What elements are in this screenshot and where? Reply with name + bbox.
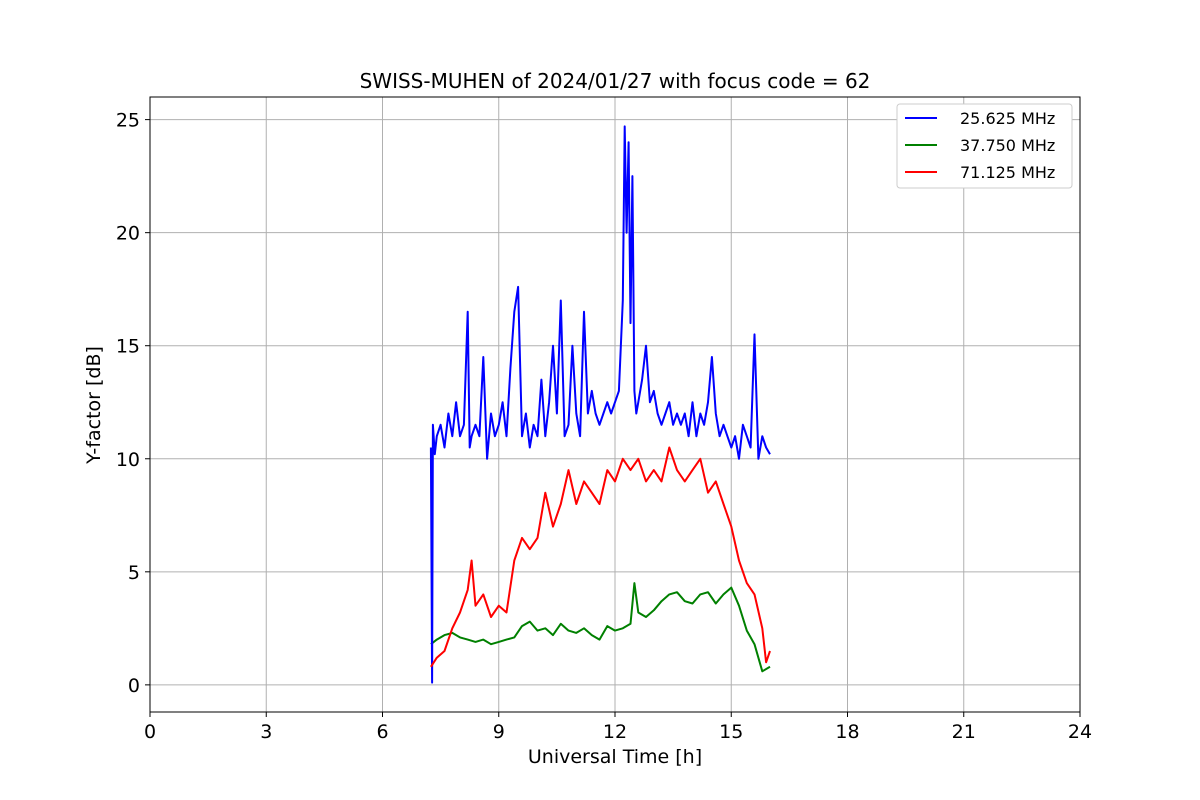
- y-tick-label: 10: [116, 449, 140, 471]
- legend: 25.625 MHz 37.750 MHz 71.125 MHz: [896, 103, 1073, 189]
- x-tick-label: 15: [719, 721, 743, 743]
- x-tick-label: 21: [952, 721, 976, 743]
- y-tick-label: 15: [116, 336, 140, 358]
- chart-title: SWISS-MUHEN of 2024/01/27 with focus cod…: [360, 69, 871, 93]
- x-axis-label: Universal Time [h]: [528, 746, 702, 768]
- series-line-37-750-mhz: [430, 582, 771, 673]
- legend-label-37750: 37.750 MHz: [960, 136, 1055, 155]
- y-tick-label: 5: [128, 562, 140, 584]
- y-axis-label: Y-factor [dB]: [83, 346, 105, 465]
- x-tick-label: 0: [144, 721, 156, 743]
- y-tick-label: 0: [128, 675, 140, 697]
- y-axis: 0 5 10 15 20 25: [116, 110, 150, 697]
- x-tick-label: 9: [493, 721, 505, 743]
- plot-area: [429, 125, 771, 684]
- y-tick-label: 25: [116, 110, 140, 132]
- x-tick-label: 18: [835, 721, 859, 743]
- legend-label-71125: 71.125 MHz: [960, 163, 1055, 182]
- y-tick-label: 20: [116, 223, 140, 245]
- x-tick-label: 12: [603, 721, 627, 743]
- series-line-25-625-mhz: [429, 125, 771, 684]
- legend-box: [896, 103, 1073, 189]
- x-axis: 0 3 6 9 12 15 18 21 24: [144, 712, 1092, 743]
- legend-label-25625: 25.625 MHz: [960, 109, 1055, 128]
- x-tick-label: 24: [1068, 721, 1092, 743]
- x-tick-label: 6: [376, 721, 388, 743]
- x-tick-label: 3: [260, 721, 272, 743]
- series-line-71-125-mhz: [430, 446, 771, 668]
